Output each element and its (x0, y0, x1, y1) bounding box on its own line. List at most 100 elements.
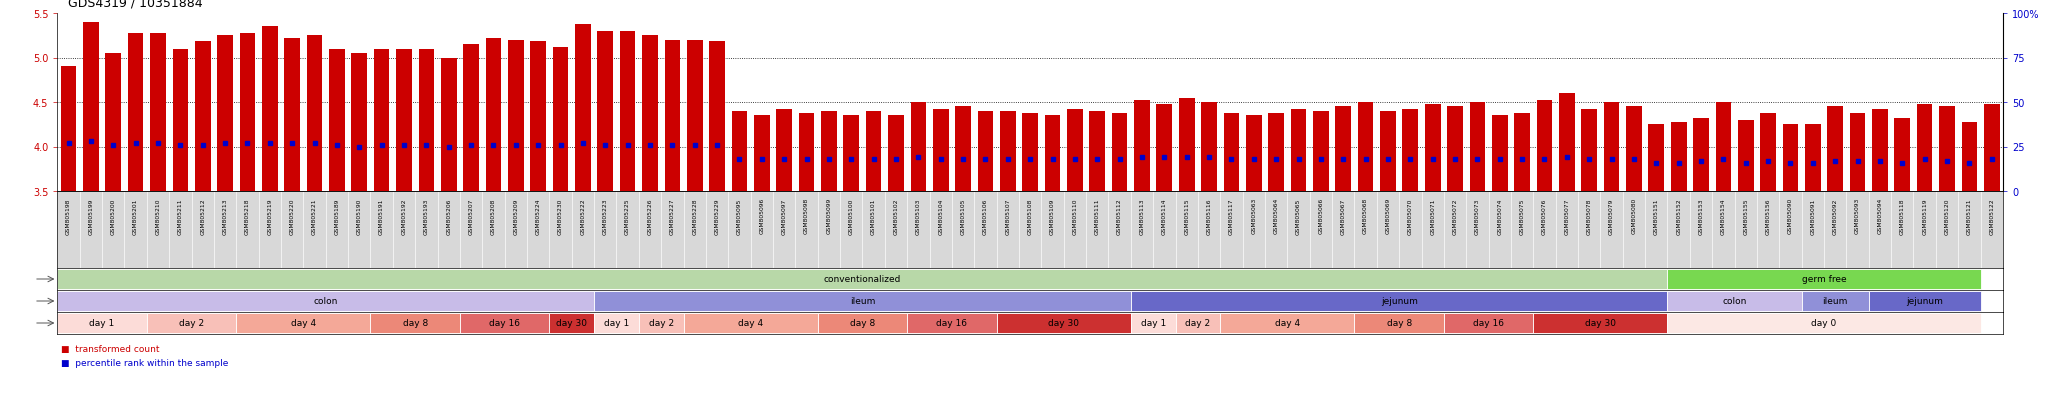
Text: day 1: day 1 (604, 319, 629, 328)
Bar (752, 192, 772, 268)
Bar (170, 192, 193, 268)
Bar (1622, 192, 1645, 268)
Text: GSM805152: GSM805152 (1675, 198, 1681, 234)
Bar (1288, 192, 1309, 268)
Text: GSM805106: GSM805106 (983, 198, 987, 234)
Text: GSM805066: GSM805066 (1319, 198, 1323, 234)
Bar (1802, 192, 1825, 268)
Text: day 2: day 2 (178, 319, 205, 328)
Bar (840, 192, 862, 268)
Text: GSM805068: GSM805068 (1364, 198, 1368, 234)
Text: GSM805080: GSM805080 (1632, 198, 1636, 234)
Text: conventionalized: conventionalized (823, 275, 901, 284)
Bar (977, 112, 993, 192)
Text: GSM805099: GSM805099 (827, 198, 831, 234)
Bar (1716, 103, 1731, 192)
Bar (1849, 114, 1866, 192)
Text: GSM805065: GSM805065 (1296, 198, 1300, 234)
Text: GSM805091: GSM805091 (1810, 198, 1815, 234)
Bar (217, 36, 233, 192)
Bar (866, 112, 881, 192)
Bar (1534, 313, 1667, 333)
Bar (817, 313, 907, 333)
Bar (307, 36, 322, 192)
Bar (1309, 192, 1331, 268)
Bar (664, 40, 680, 192)
Text: GSM805100: GSM805100 (848, 198, 854, 234)
Bar (729, 192, 752, 268)
Text: GSM805063: GSM805063 (1251, 198, 1255, 234)
Text: GSM805075: GSM805075 (1520, 198, 1524, 234)
Bar (1040, 192, 1063, 268)
Text: colon: colon (313, 297, 338, 306)
Bar (1044, 116, 1061, 192)
Text: day 4: day 4 (1274, 319, 1300, 328)
Bar (1176, 313, 1221, 333)
Bar (1444, 313, 1534, 333)
Bar (885, 192, 907, 268)
Bar (594, 192, 616, 268)
Bar (772, 192, 795, 268)
Text: GSM805207: GSM805207 (469, 198, 473, 234)
Bar (193, 192, 213, 268)
Bar (352, 54, 367, 192)
Text: GSM805105: GSM805105 (961, 198, 965, 234)
Bar (1130, 292, 1667, 311)
Bar (907, 192, 930, 268)
Bar (1735, 192, 1757, 268)
Bar (1868, 292, 1980, 311)
Bar (1067, 110, 1083, 192)
Bar (1020, 192, 1040, 268)
Text: GSM805208: GSM805208 (492, 198, 496, 234)
Text: GSM805210: GSM805210 (156, 198, 160, 234)
Bar (1626, 107, 1642, 192)
Bar (1872, 110, 1888, 192)
Text: GSM805119: GSM805119 (1923, 198, 1927, 234)
Bar (1399, 192, 1421, 268)
Text: GSM805200: GSM805200 (111, 198, 117, 234)
Bar (461, 192, 481, 268)
Text: GSM805113: GSM805113 (1139, 198, 1145, 234)
Text: GSM805121: GSM805121 (1966, 198, 1972, 234)
Bar (1917, 104, 1933, 192)
Bar (1198, 192, 1221, 268)
Bar (1130, 192, 1153, 268)
Text: GSM805093: GSM805093 (1855, 198, 1860, 234)
Bar (1176, 192, 1198, 268)
Bar (1354, 192, 1376, 268)
Text: GSM805115: GSM805115 (1184, 198, 1190, 234)
Bar (1376, 192, 1399, 268)
Bar (1245, 116, 1262, 192)
Bar (1939, 107, 1956, 192)
Bar (440, 58, 457, 192)
Bar (1221, 192, 1243, 268)
Bar (662, 192, 684, 268)
Bar (1782, 125, 1798, 192)
Bar (952, 192, 975, 268)
Text: ■  percentile rank within the sample: ■ percentile rank within the sample (61, 358, 229, 367)
Text: GSM805223: GSM805223 (602, 198, 608, 234)
Bar (549, 313, 594, 333)
Text: GSM805224: GSM805224 (537, 198, 541, 234)
Bar (1358, 103, 1374, 192)
Bar (862, 192, 885, 268)
Text: GSM805151: GSM805151 (1655, 198, 1659, 234)
Bar (930, 192, 952, 268)
Bar (799, 114, 815, 192)
Bar (1935, 192, 1958, 268)
Bar (1712, 192, 1735, 268)
Bar (1157, 104, 1171, 192)
Text: GSM805108: GSM805108 (1028, 198, 1032, 234)
Bar (1090, 112, 1106, 192)
Bar (684, 192, 707, 268)
Text: GSM805199: GSM805199 (88, 198, 94, 234)
Bar (258, 192, 281, 268)
Text: ileum: ileum (850, 297, 874, 306)
Bar (348, 192, 371, 268)
Text: GSM805122: GSM805122 (1989, 198, 1995, 234)
Bar (594, 313, 639, 333)
Bar (526, 192, 549, 268)
Bar (1599, 192, 1622, 268)
Text: GSM805074: GSM805074 (1497, 198, 1503, 234)
Text: GSM805111: GSM805111 (1096, 198, 1100, 234)
